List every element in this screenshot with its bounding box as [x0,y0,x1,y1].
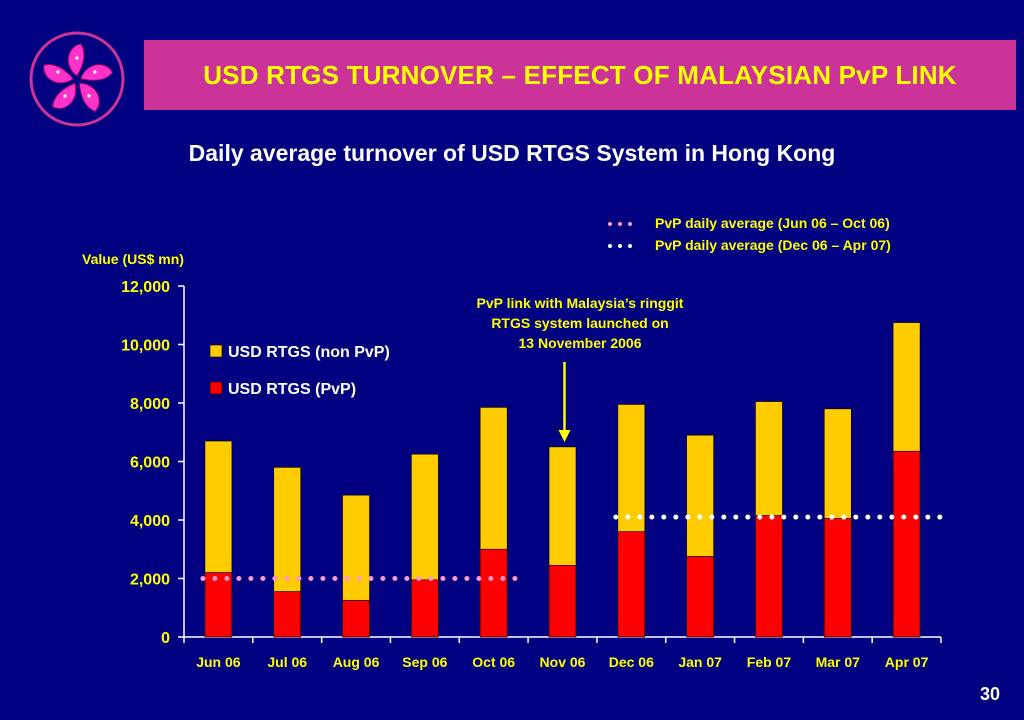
x-tick-label: Oct 06 [472,654,515,670]
bar-non-pvp [273,467,302,592]
x-tick-label: Jul 06 [267,654,307,670]
title-bar: USD RTGS TURNOVER – EFFECT OF MALAYSIAN … [144,40,1016,110]
legend-series-label: USD RTGS (non PvP) [228,344,390,361]
y-tick-label: 10,000 [121,338,170,355]
legend-reference-label: PvP daily average (Dec 06 – Apr 07) [655,237,891,253]
slide-number: 30 [979,684,1000,704]
legend-series-label: USD RTGS (PvP) [228,381,356,398]
bar-pvp [686,556,714,638]
bar-non-pvp [548,446,577,566]
x-tick-label: Apr 07 [885,654,929,670]
bar-non-pvp [342,494,370,601]
bar-non-pvp [892,322,921,452]
bar-non-pvp [823,408,852,519]
bar-pvp [204,572,233,638]
x-tick-label: Jun 06 [196,654,241,670]
annotation-arrow-head [558,430,571,442]
bar-non-pvp [617,404,646,532]
bar-non-pvp [411,453,439,581]
annotation-text: RTGS system launched on [491,315,668,331]
bar-pvp [755,515,783,638]
legend-swatch [209,381,223,395]
legend-swatch [209,344,223,358]
bar-pvp [273,591,302,638]
x-tick-label: Aug 06 [333,654,380,670]
bar-pvp [342,600,370,638]
x-tick-label: Mar 07 [816,654,861,670]
x-tick-label: Dec 06 [609,654,654,670]
y-tick-label: 4,000 [130,513,170,530]
slide-title: USD RTGS TURNOVER – EFFECT OF MALAYSIAN … [203,59,957,90]
legend-reference-label: PvP daily average (Jun 06 – Oct 06) [655,215,890,231]
bar-non-pvp [479,407,508,550]
bar-pvp [892,450,921,638]
bar-pvp [548,565,577,638]
bauhinia-flower-icon [29,31,125,127]
annotation-text: PvP link with Malaysia’s ringgit [477,295,684,311]
x-tick-label: Nov 06 [540,654,586,670]
bar-pvp [479,548,508,638]
y-axis-label: Value (US$ mn) [82,251,184,267]
bar-non-pvp [755,401,783,516]
y-tick-label: 6,000 [130,455,170,472]
bar-pvp [823,518,852,638]
x-tick-label: Feb 07 [747,654,792,670]
chart-subtitle: Daily average turnover of USD RTGS Syste… [188,140,836,166]
annotation-text: 13 November 2006 [519,335,642,351]
bar-non-pvp [204,440,233,573]
bar-pvp [617,531,646,638]
y-tick-label: 2,000 [130,572,170,589]
x-tick-label: Sep 06 [402,654,447,670]
bar-non-pvp [686,434,714,557]
bar-pvp [411,579,439,638]
x-tick-label: Jan 07 [678,654,722,670]
y-tick-label: 12,000 [121,279,170,296]
y-tick-label: 0 [161,630,170,647]
y-tick-label: 8,000 [130,396,170,413]
